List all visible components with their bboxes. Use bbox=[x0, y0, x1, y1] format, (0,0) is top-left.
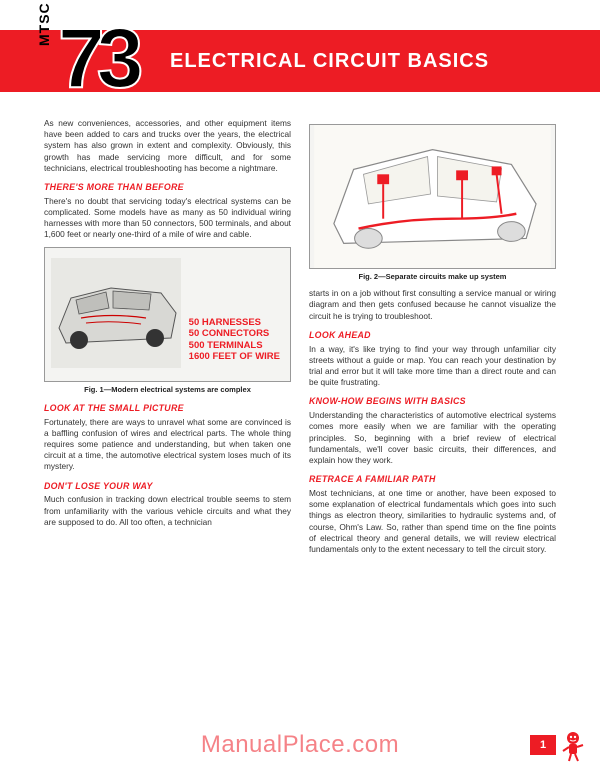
content-area: As new conveniences, accessories, and ot… bbox=[44, 118, 556, 737]
body-paragraph: Fortunately, there are ways to unravel w… bbox=[44, 417, 291, 473]
right-column: Fig. 2—Separate circuits make up system … bbox=[309, 118, 556, 737]
callout-line: 500 TERMINALS bbox=[189, 340, 280, 351]
section-heading: KNOW-HOW BEGINS WITH BASICS bbox=[309, 396, 556, 408]
section-heading: LOOK AT THE SMALL PICTURE bbox=[44, 403, 291, 415]
left-column: As new conveniences, accessories, and ot… bbox=[44, 118, 291, 737]
body-paragraph: Most technicians, at one time or another… bbox=[309, 488, 556, 555]
section-heading: LOOK AHEAD bbox=[309, 330, 556, 342]
section-heading: RETRACE A FAMILIAR PATH bbox=[309, 474, 556, 486]
body-paragraph: In a way, it's like trying to find your … bbox=[309, 344, 556, 389]
figure-1-caption: Fig. 1—Modern electrical systems are com… bbox=[44, 385, 291, 395]
header-title: ELECTRICAL CIRCUIT BASICS bbox=[170, 50, 489, 73]
figure-1: 50 HARNESSES 50 CONNECTORS 500 TERMINALS… bbox=[44, 247, 291, 382]
body-paragraph: There's no doubt that servicing today's … bbox=[44, 196, 291, 241]
section-heading: THERE'S MORE THAN BEFORE bbox=[44, 182, 291, 194]
car-illustration-icon bbox=[51, 258, 181, 368]
watermark-text: ManualPlace.com bbox=[0, 731, 600, 759]
intro-paragraph: As new conveniences, accessories, and ot… bbox=[44, 118, 291, 174]
body-paragraph: Understanding the characteristics of aut… bbox=[309, 410, 556, 466]
mascot-icon bbox=[558, 729, 588, 763]
figure-1-callouts: 50 HARNESSES 50 CONNECTORS 500 TERMINALS… bbox=[189, 317, 280, 363]
header-badge: MTSC 73 bbox=[40, 18, 155, 104]
page-number-badge: 1 bbox=[530, 735, 556, 755]
callout-line: 50 HARNESSES bbox=[189, 317, 280, 328]
badge-side-text: MTSC bbox=[36, 2, 52, 46]
badge-number: 73 bbox=[58, 10, 135, 107]
car-cutaway-icon bbox=[310, 125, 555, 268]
callout-line: 1600 FEET OF WIRE bbox=[189, 351, 280, 362]
body-paragraph: Much confusion in tracking down electric… bbox=[44, 494, 291, 528]
section-heading: DON'T LOSE YOUR WAY bbox=[44, 481, 291, 493]
callout-line: 50 CONNECTORS bbox=[189, 328, 280, 339]
figure-2 bbox=[309, 124, 556, 269]
figure-2-caption: Fig. 2—Separate circuits make up system bbox=[309, 272, 556, 282]
body-paragraph: starts in on a job without first consult… bbox=[309, 288, 556, 322]
